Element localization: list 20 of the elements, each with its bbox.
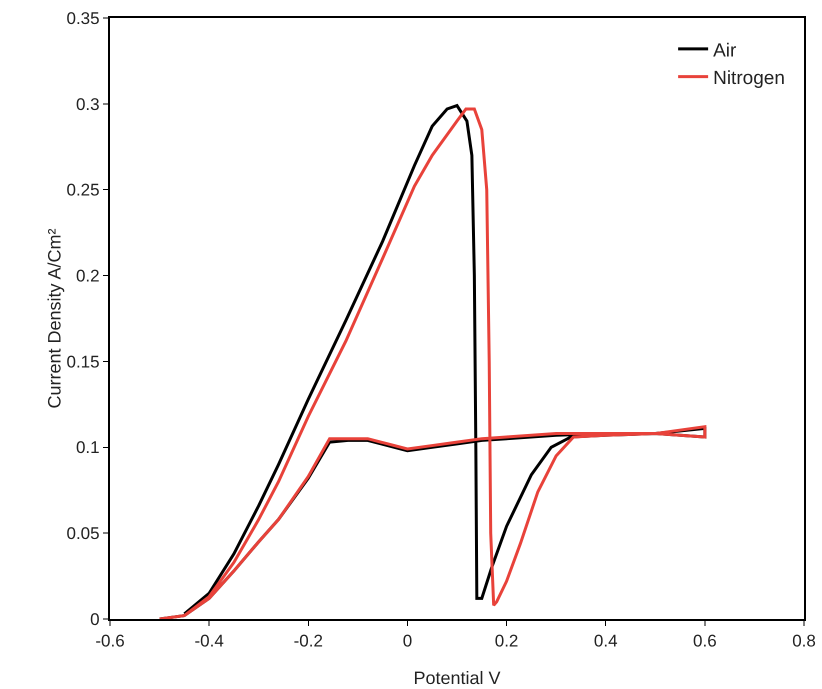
x-tick-label: 0 bbox=[402, 631, 412, 650]
x-tick-label: 0.2 bbox=[494, 631, 518, 650]
y-tick-label: 0.25 bbox=[66, 180, 100, 200]
x-tick-label: -0.4 bbox=[194, 631, 224, 650]
y-tick-label: 0.15 bbox=[66, 352, 100, 372]
y-tick-label: 0.35 bbox=[66, 8, 100, 28]
legend-label: Nitrogen bbox=[713, 68, 785, 89]
y-tick-label: 0.2 bbox=[76, 266, 100, 286]
y-tick-label: 0.3 bbox=[76, 94, 100, 114]
x-axis-title: Potential V bbox=[413, 668, 501, 688]
x-tick-label: -0.6 bbox=[95, 631, 125, 650]
y-tick-label: 0 bbox=[90, 610, 100, 629]
x-tick-label: 0.8 bbox=[792, 631, 816, 650]
x-tick-label: 0.6 bbox=[693, 631, 717, 650]
y-axis-title: Current Density A/Cm² bbox=[44, 228, 65, 409]
legend-label: Air bbox=[713, 40, 738, 62]
x-tick-label: 0.4 bbox=[594, 631, 618, 650]
y-tick-label: 0.05 bbox=[66, 524, 100, 544]
x-tick-label: -0.2 bbox=[294, 631, 323, 650]
y-tick-label: 0.1 bbox=[76, 438, 100, 458]
